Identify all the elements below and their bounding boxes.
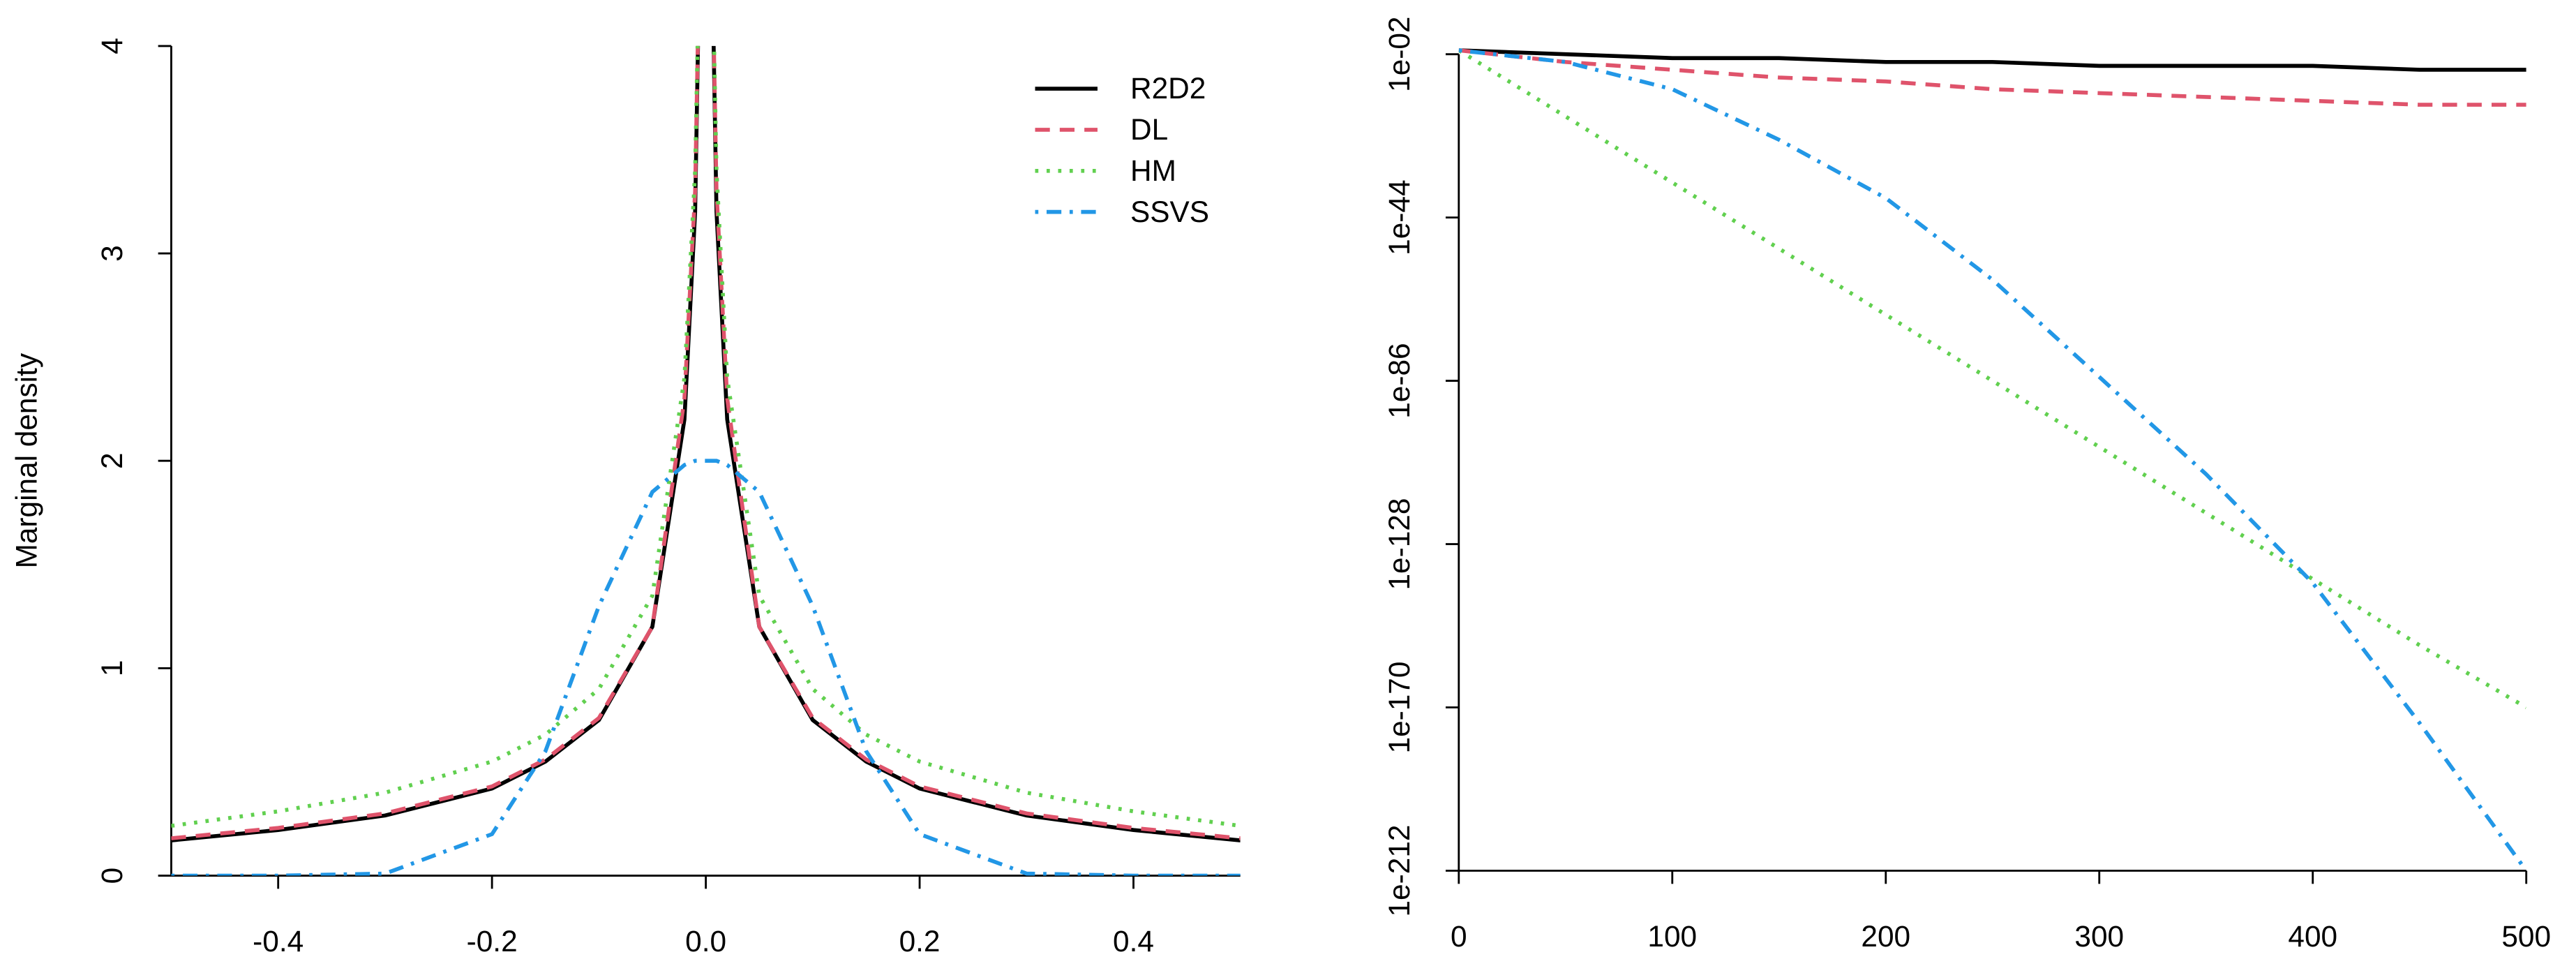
x-tick-label: 0.4 <box>1113 925 1154 958</box>
series-line <box>171 45 1241 842</box>
legend-label: DL <box>1130 113 1168 146</box>
series-line <box>1458 48 2526 872</box>
y-tick-label: 4 <box>96 38 128 54</box>
y-tick-label: 0 <box>96 868 128 884</box>
x-tick-label: 500 <box>2501 920 2551 953</box>
y-tick-label: 1 <box>96 660 128 677</box>
series-line <box>171 45 1241 828</box>
y-tick-label: 1e-02 <box>1383 17 1416 92</box>
y-tick-label: 2 <box>96 452 128 469</box>
x-tick-label: 0.2 <box>899 925 941 958</box>
legend-label: HM <box>1130 154 1176 187</box>
series-line <box>1458 48 2526 107</box>
x-tick-label: -0.4 <box>253 925 304 958</box>
x-tick-label: 0.0 <box>685 925 726 958</box>
legend-label: SSVS <box>1130 195 1209 228</box>
x-tick-label: 300 <box>2074 920 2124 953</box>
x-tick-label: 200 <box>1861 920 1910 953</box>
x-tick-label: 100 <box>1647 920 1697 953</box>
y-tick-label: 1e-86 <box>1383 343 1416 418</box>
series-line <box>1458 48 2526 709</box>
plot-area <box>1458 48 2526 872</box>
series-line <box>1458 48 2526 72</box>
x-tick-label: 400 <box>2288 920 2337 953</box>
series-line <box>171 459 1241 876</box>
y-axis-title: Marginal density <box>10 352 43 568</box>
x-tick-label: -0.2 <box>467 925 518 958</box>
series-line <box>171 45 1241 840</box>
y-tick-label: 1e-212 <box>1383 825 1416 917</box>
plot-area <box>171 45 1241 876</box>
legend-label: R2D2 <box>1130 72 1206 105</box>
y-tick-label: 1e-128 <box>1383 498 1416 590</box>
y-tick-label: 1e-170 <box>1383 662 1416 754</box>
y-tick-label: 3 <box>96 245 128 262</box>
y-tick-label: 1e-44 <box>1383 179 1416 255</box>
x-tick-label: 0 <box>1451 920 1467 953</box>
